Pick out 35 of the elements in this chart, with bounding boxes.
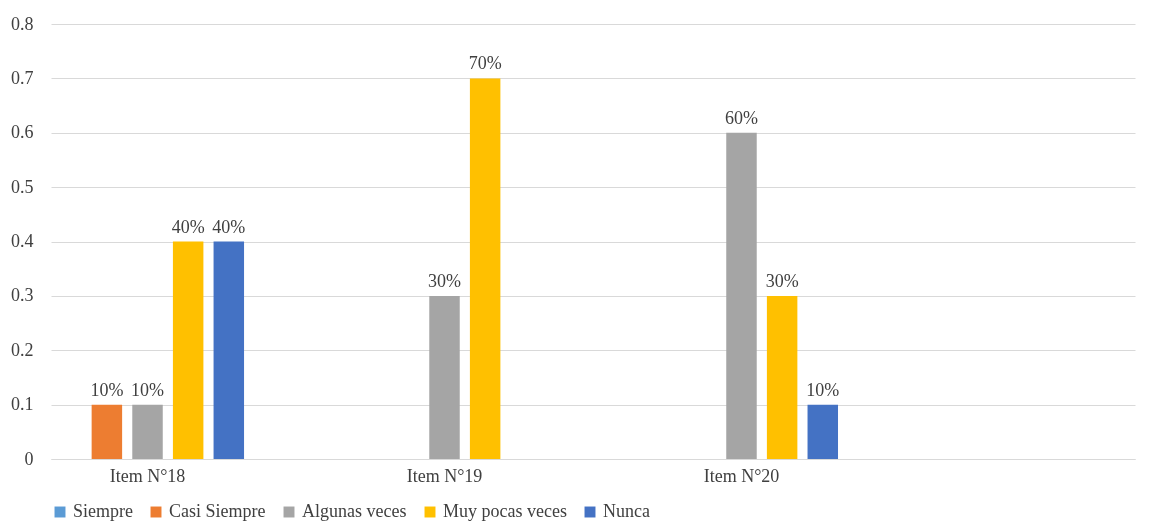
y-tick-label: 0.1 [11, 394, 34, 415]
x-tick-label: Item N°20 [703, 465, 780, 486]
y-tick-label: 0.6 [11, 122, 34, 143]
legend-label: Algunas veces [302, 501, 407, 521]
y-tick-label: 0.5 [11, 176, 34, 197]
data-label: 10% [90, 379, 124, 400]
bar [132, 404, 163, 459]
y-tick-label: 0.7 [11, 67, 34, 88]
bar [766, 295, 798, 459]
bar [172, 241, 204, 459]
x-tick-label: Item N°19 [406, 465, 483, 486]
y-tick-label: 0 [24, 448, 34, 469]
y-tick-label: 0.3 [11, 285, 34, 306]
data-label: 10% [806, 379, 840, 400]
bar [429, 295, 460, 459]
y-tick-label: 0.4 [11, 231, 34, 251]
y-tick-label: 0.2 [11, 339, 34, 360]
x-tick-label: Item N°18 [109, 465, 186, 486]
bar [807, 404, 839, 459]
legend-label: Nunca [603, 501, 650, 521]
data-label: 40% [212, 216, 246, 237]
bar [726, 132, 757, 459]
data-label: 30% [765, 270, 799, 291]
data-label: 70% [468, 53, 502, 74]
bar [213, 241, 245, 459]
data-label: 30% [428, 270, 462, 291]
legend-label: Siempre [73, 501, 133, 521]
legend-label: Muy pocas veces [443, 501, 567, 521]
data-label: 60% [724, 107, 758, 128]
data-label: 40% [171, 216, 205, 237]
bar [91, 404, 123, 459]
legend-label: Casi Siempre [169, 501, 266, 521]
data-label: 10% [131, 379, 165, 400]
bar [469, 78, 501, 459]
y-tick-label: 0.8 [11, 13, 34, 34]
